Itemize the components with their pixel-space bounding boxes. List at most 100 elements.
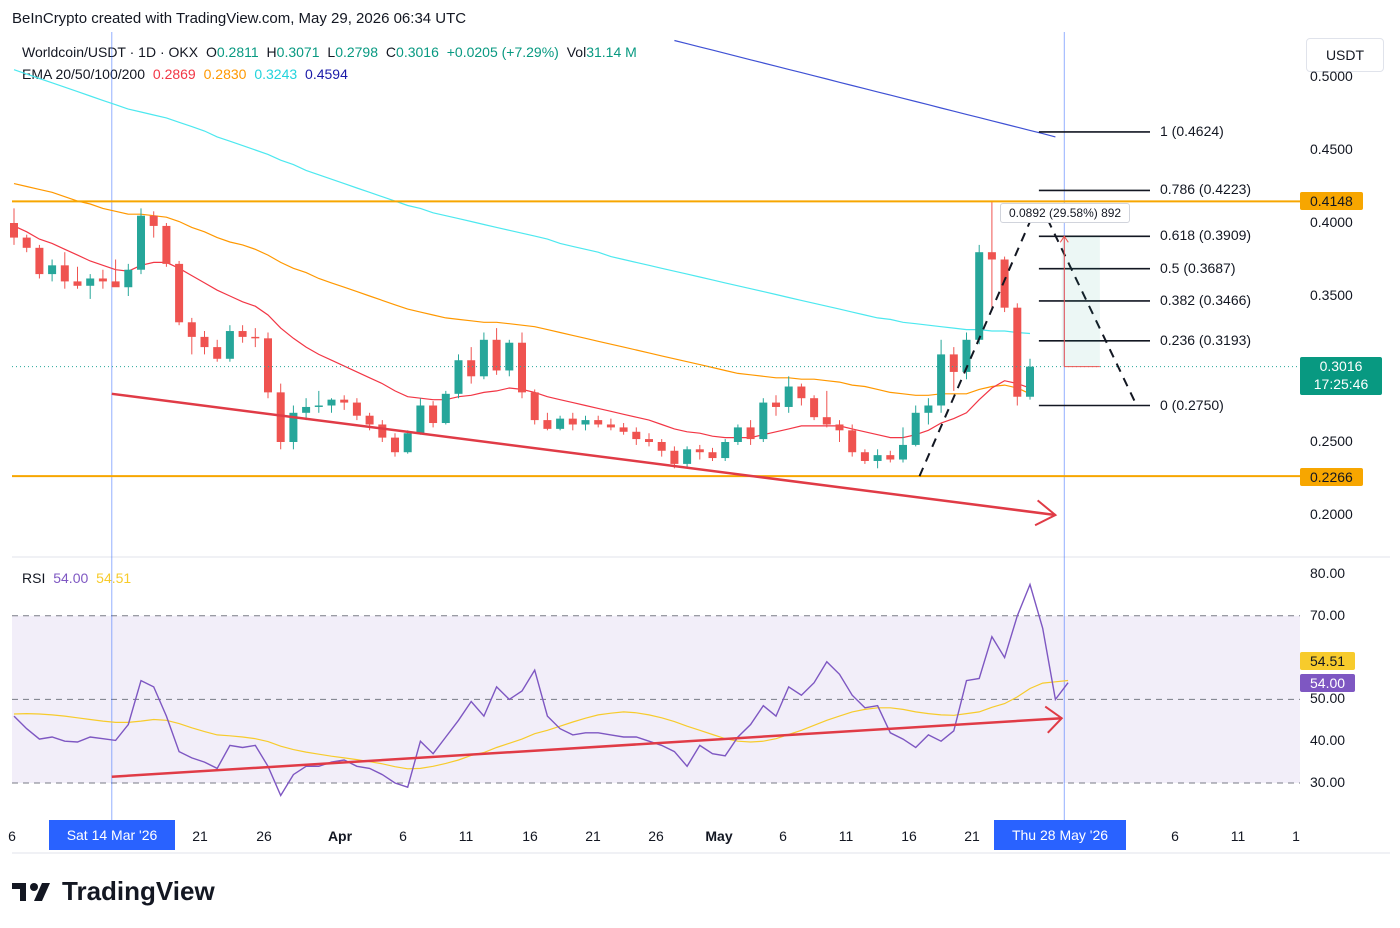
candle[interactable]: [657, 439, 666, 457]
candle[interactable]: [987, 201, 996, 311]
candle[interactable]: [822, 390, 831, 428]
candle-body: [403, 433, 412, 453]
candle[interactable]: [10, 208, 18, 245]
candle[interactable]: [1026, 358, 1034, 400]
candle[interactable]: [238, 325, 247, 343]
candle-body: [378, 424, 387, 438]
candle[interactable]: [886, 450, 895, 463]
candle[interactable]: [733, 424, 742, 445]
crosshair-date-label: Sat 14 Mar '26: [49, 820, 175, 850]
candle[interactable]: [873, 449, 882, 469]
rsi-rising-trendline[interactable]: [111, 716, 1062, 778]
candle[interactable]: [137, 208, 145, 275]
candle[interactable]: [924, 398, 933, 425]
candle[interactable]: [200, 331, 209, 355]
candle[interactable]: [302, 398, 311, 421]
candle[interactable]: [721, 439, 730, 461]
candle[interactable]: [543, 412, 552, 431]
candle[interactable]: [645, 433, 653, 447]
candle[interactable]: [518, 332, 526, 399]
candle[interactable]: [606, 418, 615, 431]
legend-symbol[interactable]: Worldcoin/USDT · 1D · OKX: [22, 44, 199, 60]
time-axis-tick: 16: [901, 828, 917, 844]
candle[interactable]: [454, 354, 463, 399]
candle[interactable]: [1000, 256, 1009, 313]
candle[interactable]: [899, 427, 907, 463]
candle[interactable]: [670, 446, 679, 469]
candle[interactable]: [746, 420, 755, 445]
candle[interactable]: [962, 332, 971, 380]
candle[interactable]: [86, 274, 95, 299]
candle[interactable]: [911, 405, 920, 447]
candle[interactable]: [225, 325, 234, 362]
candle[interactable]: [98, 269, 107, 289]
candle[interactable]: [759, 398, 768, 442]
candle[interactable]: [581, 415, 590, 431]
candle-body: [937, 354, 946, 406]
candle[interactable]: [175, 260, 184, 326]
candle[interactable]: [810, 395, 819, 421]
candle[interactable]: [340, 395, 349, 410]
fib-level-label: 0.618 (0.3909): [1160, 227, 1252, 244]
candle[interactable]: [479, 332, 488, 380]
candle[interactable]: [772, 395, 780, 416]
candle[interactable]: [314, 390, 323, 413]
currency-unit-button[interactable]: USDT: [1306, 38, 1384, 72]
candle[interactable]: [251, 328, 260, 348]
candle[interactable]: [835, 420, 844, 442]
candle[interactable]: [530, 389, 539, 425]
candle[interactable]: [378, 420, 387, 442]
candle[interactable]: [708, 447, 717, 461]
candle-body: [518, 342, 526, 393]
candle[interactable]: [162, 223, 171, 267]
candle[interactable]: [556, 415, 565, 431]
candle[interactable]: [441, 390, 450, 425]
candle[interactable]: [264, 332, 272, 399]
candle[interactable]: [467, 347, 476, 384]
candle[interactable]: [187, 317, 196, 355]
candle[interactable]: [594, 415, 603, 428]
candle[interactable]: [1013, 303, 1022, 406]
candle[interactable]: [568, 412, 577, 431]
candle[interactable]: [695, 444, 704, 460]
candle[interactable]: [416, 398, 425, 435]
candle[interactable]: [48, 259, 57, 282]
candle[interactable]: [632, 427, 641, 445]
legend-ema-label[interactable]: EMA 20/50/100/200: [22, 66, 145, 82]
candle[interactable]: [619, 423, 628, 435]
candle[interactable]: [73, 266, 82, 289]
candle-body: [746, 427, 755, 440]
candle[interactable]: [492, 328, 501, 375]
candle[interactable]: [860, 449, 869, 464]
candle[interactable]: [949, 347, 958, 391]
candle[interactable]: [60, 252, 69, 289]
candle[interactable]: [149, 211, 158, 238]
candle[interactable]: [848, 424, 857, 457]
measure-arrowhead: [1059, 235, 1069, 243]
candle[interactable]: [352, 398, 361, 421]
time-axis-tick: 1: [1292, 828, 1300, 844]
time-axis-tick: 6: [779, 828, 787, 844]
candle[interactable]: [35, 244, 44, 279]
tradingview-logo[interactable]: TradingView: [12, 876, 215, 907]
falling-trendline[interactable]: [111, 392, 1056, 517]
candle[interactable]: [975, 244, 984, 345]
candle[interactable]: [213, 339, 222, 362]
candle[interactable]: [683, 446, 692, 467]
candle[interactable]: [937, 339, 946, 413]
candle[interactable]: [124, 263, 133, 296]
candle[interactable]: [111, 259, 120, 288]
legend-rsi-label[interactable]: RSI: [22, 570, 46, 586]
swing-dashed-lines[interactable]: [918, 198, 1138, 477]
candle[interactable]: [391, 433, 399, 457]
price-axis-tick: 0.3500: [1310, 287, 1353, 303]
candle[interactable]: [505, 339, 514, 377]
candle[interactable]: [289, 405, 298, 450]
candle[interactable]: [327, 398, 336, 413]
candle[interactable]: [784, 376, 793, 413]
candle[interactable]: [797, 383, 806, 406]
candle[interactable]: [403, 430, 412, 454]
candle[interactable]: [429, 401, 438, 428]
candle[interactable]: [22, 234, 31, 253]
